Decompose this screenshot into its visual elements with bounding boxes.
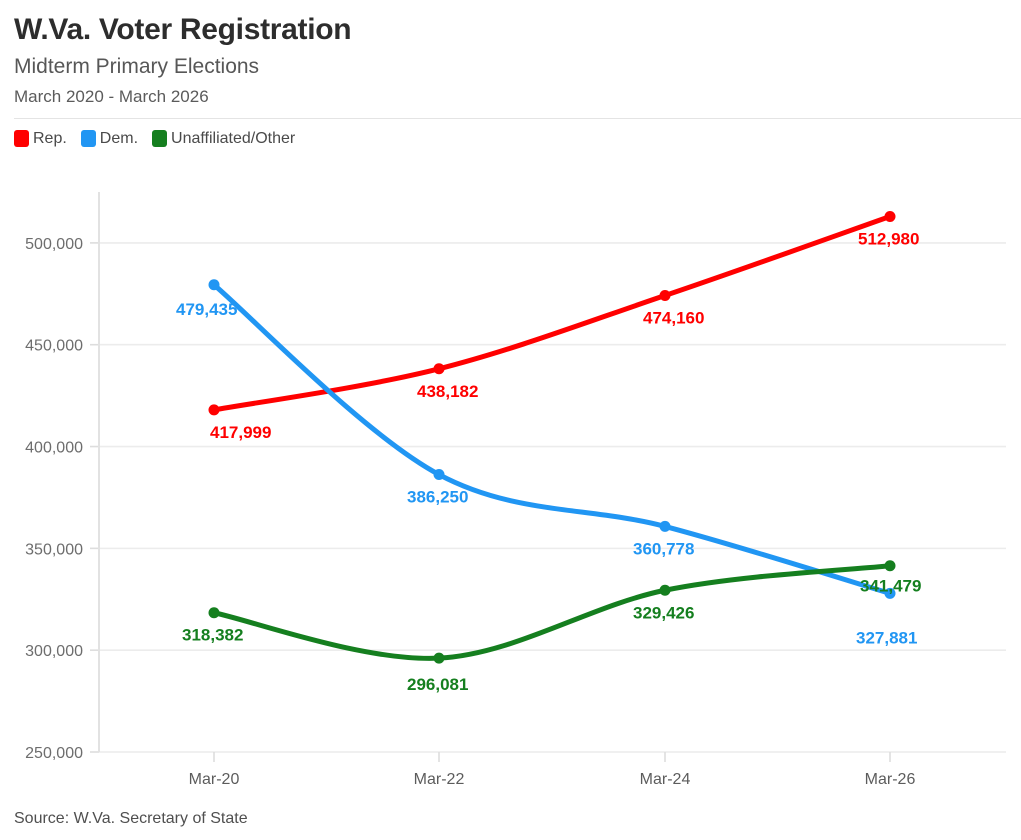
page-title: W.Va. Voter Registration (14, 13, 352, 46)
x-axis-tick-label: Mar-22 (414, 771, 465, 786)
data-point-label: 386,250 (407, 488, 468, 507)
data-point[interactable] (433, 363, 445, 375)
y-axis-tick-label: 350,000 (25, 541, 83, 558)
chart-legend: Rep. Dem. Unaffiliated/Other (0, 119, 1021, 148)
x-axis-tick-label: Mar-20 (189, 771, 240, 786)
series-line-rep (211, 213, 893, 413)
legend-item-label: Dem. (99, 129, 139, 147)
data-point-label: 327,881 (856, 628, 917, 647)
source-note: Source: W.Va. Secretary of State (14, 810, 248, 827)
data-point[interactable] (208, 607, 220, 619)
legend-item[interactable]: Rep. (14, 130, 67, 148)
y-axis-tick-label: 250,000 (25, 745, 83, 762)
data-point[interactable] (433, 652, 445, 664)
x-axis-tick-label: Mar-26 (865, 771, 916, 786)
data-point-label: 512,980 (858, 229, 919, 248)
data-point-label: 360,778 (633, 539, 694, 558)
legend-item[interactable]: Unaffiliated/Other (152, 130, 295, 148)
data-point-label: 438,182 (417, 382, 478, 401)
x-axis-tick-label: Mar-24 (640, 771, 691, 786)
legend-swatch-icon (152, 130, 168, 148)
header-divider (14, 117, 1021, 119)
y-axis-tick-label: 300,000 (25, 643, 83, 660)
series-line-unaffiliated-other (211, 563, 893, 661)
chart-header: W.Va. Voter Registration Midterm Primary… (0, 0, 1021, 119)
chart-date-range: March 2020 - March 2026 (14, 86, 209, 106)
data-point-label: 479,435 (176, 300, 237, 319)
data-point[interactable] (659, 290, 671, 302)
legend-item-label: Rep. (33, 129, 67, 147)
data-point[interactable] (208, 404, 220, 416)
series-group: 318,382 296,081 329,426 341,479 (182, 560, 921, 694)
series-group: 417,999 438,182 474,160 512,980 (208, 210, 919, 442)
plot-area: 250,000 300,000 350,000 400,000 450,000 500,0… (0, 186, 1021, 786)
y-axis-tick-label: 500,000 (25, 236, 83, 253)
series-line-dem (211, 282, 893, 596)
data-point[interactable] (433, 469, 445, 481)
data-point[interactable] (884, 587, 896, 599)
data-point[interactable] (208, 279, 220, 291)
legend-swatch-icon (80, 130, 96, 148)
data-point-label: 296,081 (407, 675, 468, 694)
y-axis-tick-label: 400,000 (25, 440, 83, 457)
chart-subtitle: Midterm Primary Elections (14, 55, 260, 79)
chart-plot-svg: 250,000 300,000 350,000 400,000 450,000 500,0… (25, 192, 1006, 786)
data-point[interactable] (659, 520, 671, 532)
data-point-label: 341,479 (860, 577, 921, 596)
data-point[interactable] (884, 560, 896, 572)
series-group: 479,435 386,250 360,778 327,881 (176, 279, 917, 647)
legend-swatch-icon (14, 130, 29, 148)
data-point[interactable] (884, 210, 896, 222)
data-point-label: 318,382 (182, 626, 243, 645)
data-point-label: 329,426 (633, 603, 694, 622)
data-point-label: 417,999 (210, 423, 271, 442)
data-point-label: 474,160 (643, 309, 704, 328)
data-point[interactable] (659, 584, 671, 596)
y-axis-tick-label: 450,000 (25, 338, 83, 355)
legend-item-label: Unaffiliated/Other (171, 129, 296, 147)
legend-item[interactable]: Dem. (80, 129, 139, 148)
